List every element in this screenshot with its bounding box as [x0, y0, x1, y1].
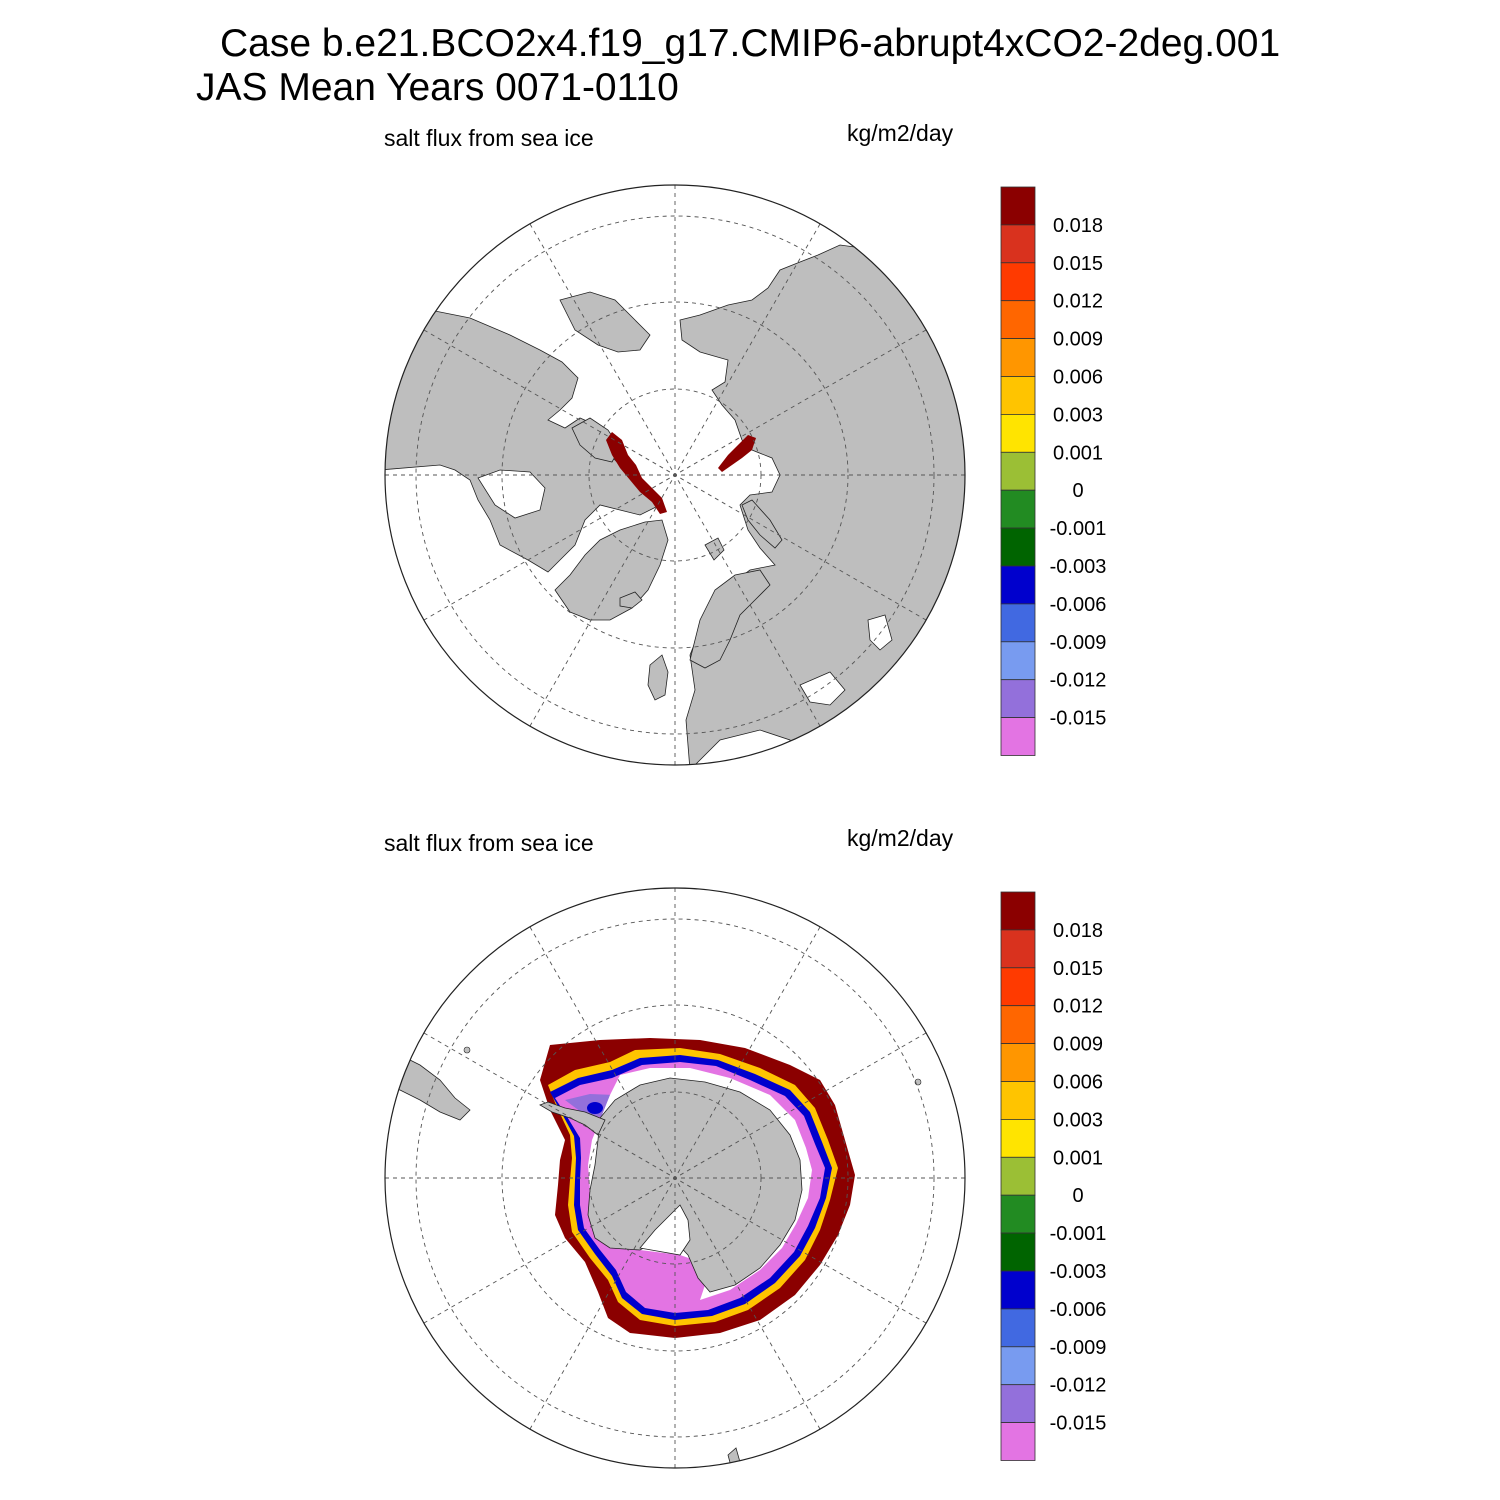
- north-colorbar-swatch: [1000, 338, 1036, 377]
- south-flux-weddell-core: [587, 1102, 603, 1114]
- north-colorbar-label: 0.001: [1053, 442, 1103, 464]
- south-colorbar-label: -0.003: [1050, 1261, 1107, 1283]
- south-colorbar-swatch: [1000, 929, 1036, 969]
- south-colorbar-swatch: [1000, 1043, 1036, 1082]
- north-colorbar-swatch: [1000, 641, 1036, 681]
- north-colorbar-swatch: [1000, 679, 1036, 719]
- south-colorbar-swatch: [1000, 1422, 1036, 1461]
- south-colorbar-swatch: [1000, 1270, 1036, 1310]
- north-colorbar-swatch: [1000, 413, 1036, 453]
- south-island-2: [463, 1046, 471, 1054]
- south-colorbar-label: 0.015: [1053, 958, 1103, 980]
- north-land-iceland: [619, 591, 643, 609]
- south-colorbar-label: 0.012: [1053, 996, 1103, 1018]
- north-colorbar-label: 0.015: [1053, 253, 1103, 275]
- south-flux-ross-pink: [608, 1245, 705, 1306]
- north-colorbar: 0.018 0.015 0.012 0.009 0.006 0.003 0.001 0 -0.0…: [1000, 186, 1107, 756]
- north-colorbar-swatch: [1000, 603, 1036, 643]
- south-colorbar-swatch: [1000, 1384, 1036, 1423]
- south-colorbar-label: 0.001: [1053, 1147, 1103, 1169]
- north-colorbar-swatch: [1000, 565, 1036, 605]
- south-colorbar-label: -0.006: [1050, 1299, 1107, 1321]
- south-colorbar-swatch: [1000, 891, 1036, 931]
- south-colorbar-label: -0.009: [1050, 1337, 1107, 1359]
- north-colorbar-label: -0.015: [1050, 708, 1107, 730]
- south-ross-ice-shelf: [639, 1204, 691, 1256]
- north-colorbar-swatch: [1000, 376, 1036, 415]
- south-colorbar-swatch: [1000, 1232, 1036, 1272]
- north-hudson-bay: [477, 469, 546, 519]
- south-colorbar-swatch: [1000, 1081, 1036, 1120]
- north-land-svalbard: [704, 537, 725, 561]
- north-colorbar-label: 0.018: [1053, 215, 1103, 237]
- north-colorbar-label: 0.003: [1053, 404, 1103, 426]
- south-colorbar-swatch: [1000, 1346, 1036, 1386]
- north-colorbar-label: 0.006: [1053, 367, 1103, 389]
- north-colorbar-swatch: [1000, 451, 1036, 491]
- north-colorbar-label: -0.006: [1050, 594, 1107, 616]
- north-colorbar-label: -0.012: [1050, 670, 1107, 692]
- north-variable-label: salt flux from sea ice: [384, 125, 594, 151]
- north-flux-siberian-coast: [718, 435, 756, 472]
- figure-title-line1: Case b.e21.BCO2x4.f19_g17.CMIP6-abrupt4x…: [220, 22, 1281, 65]
- north-flux-canadian-coast: [606, 432, 667, 514]
- south-colorbar-swatch: [1000, 967, 1036, 1007]
- north-land-alaska: [559, 291, 651, 353]
- south-colorbar-label: 0.009: [1053, 1034, 1103, 1056]
- north-colorbar-swatch: [1000, 489, 1036, 529]
- north-map-border: [384, 184, 966, 766]
- north-units-label: kg/m2/day: [847, 120, 954, 146]
- north-land-british-isles: [647, 654, 669, 701]
- south-colorbar-swatch: [1000, 1119, 1036, 1158]
- north-land-novaya-zemlya: [741, 499, 783, 549]
- south-colorbar-label: -0.015: [1050, 1413, 1107, 1435]
- south-colorbar-swatch: [1000, 1308, 1036, 1348]
- north-colorbar-swatch: [1000, 224, 1036, 264]
- north-colorbar-label: -0.003: [1050, 556, 1107, 578]
- south-polar-map: [384, 887, 966, 1469]
- south-land-antarctica: [587, 1077, 803, 1293]
- north-colorbar-label: -0.009: [1050, 632, 1107, 654]
- north-land-scandinavia: [689, 569, 771, 669]
- south-colorbar: 0.018 0.015 0.012 0.009 0.006 0.003 0.001 0 -0.0…: [1000, 891, 1107, 1461]
- south-colorbar-label: 0.006: [1053, 1072, 1103, 1094]
- north-colorbar-swatch: [1000, 527, 1036, 567]
- north-colorbar-swatch: [1000, 300, 1036, 340]
- north-land-greenland: [554, 519, 669, 621]
- north-black-sea: [799, 671, 846, 706]
- south-units-label: kg/m2/day: [847, 825, 954, 851]
- figure-title-line2: JAS Mean Years 0071-0110: [196, 66, 679, 109]
- south-colorbar-swatch: [1000, 1194, 1036, 1234]
- north-colorbar-label: 0: [1072, 480, 1083, 502]
- north-colorbar-swatch: [1000, 262, 1036, 302]
- north-colorbar-swatch: [1000, 717, 1036, 756]
- north-colorbar-label: 0.012: [1053, 291, 1103, 313]
- south-colorbar-label: 0.003: [1053, 1109, 1103, 1131]
- south-colorbar-label: -0.012: [1050, 1375, 1107, 1397]
- south-colorbar-label: 0.018: [1053, 920, 1103, 942]
- south-colorbar-swatch: [1000, 1005, 1036, 1045]
- south-variable-label: salt flux from sea ice: [384, 830, 594, 856]
- south-map-border: [384, 887, 966, 1469]
- north-colorbar-label: -0.001: [1050, 518, 1107, 540]
- north-salt-flux-features: [606, 432, 756, 514]
- north-colorbar-label: 0.009: [1053, 329, 1103, 351]
- north-polar-map: [384, 184, 966, 766]
- south-colorbar-label: -0.001: [1050, 1223, 1107, 1245]
- north-graticule: [385, 185, 965, 765]
- north-caspian-sea: [867, 614, 893, 651]
- south-colorbar-swatch: [1000, 1156, 1036, 1196]
- south-colorbar-label: 0: [1072, 1185, 1083, 1207]
- south-graticule: [385, 888, 965, 1468]
- north-colorbar-swatch: [1000, 186, 1036, 226]
